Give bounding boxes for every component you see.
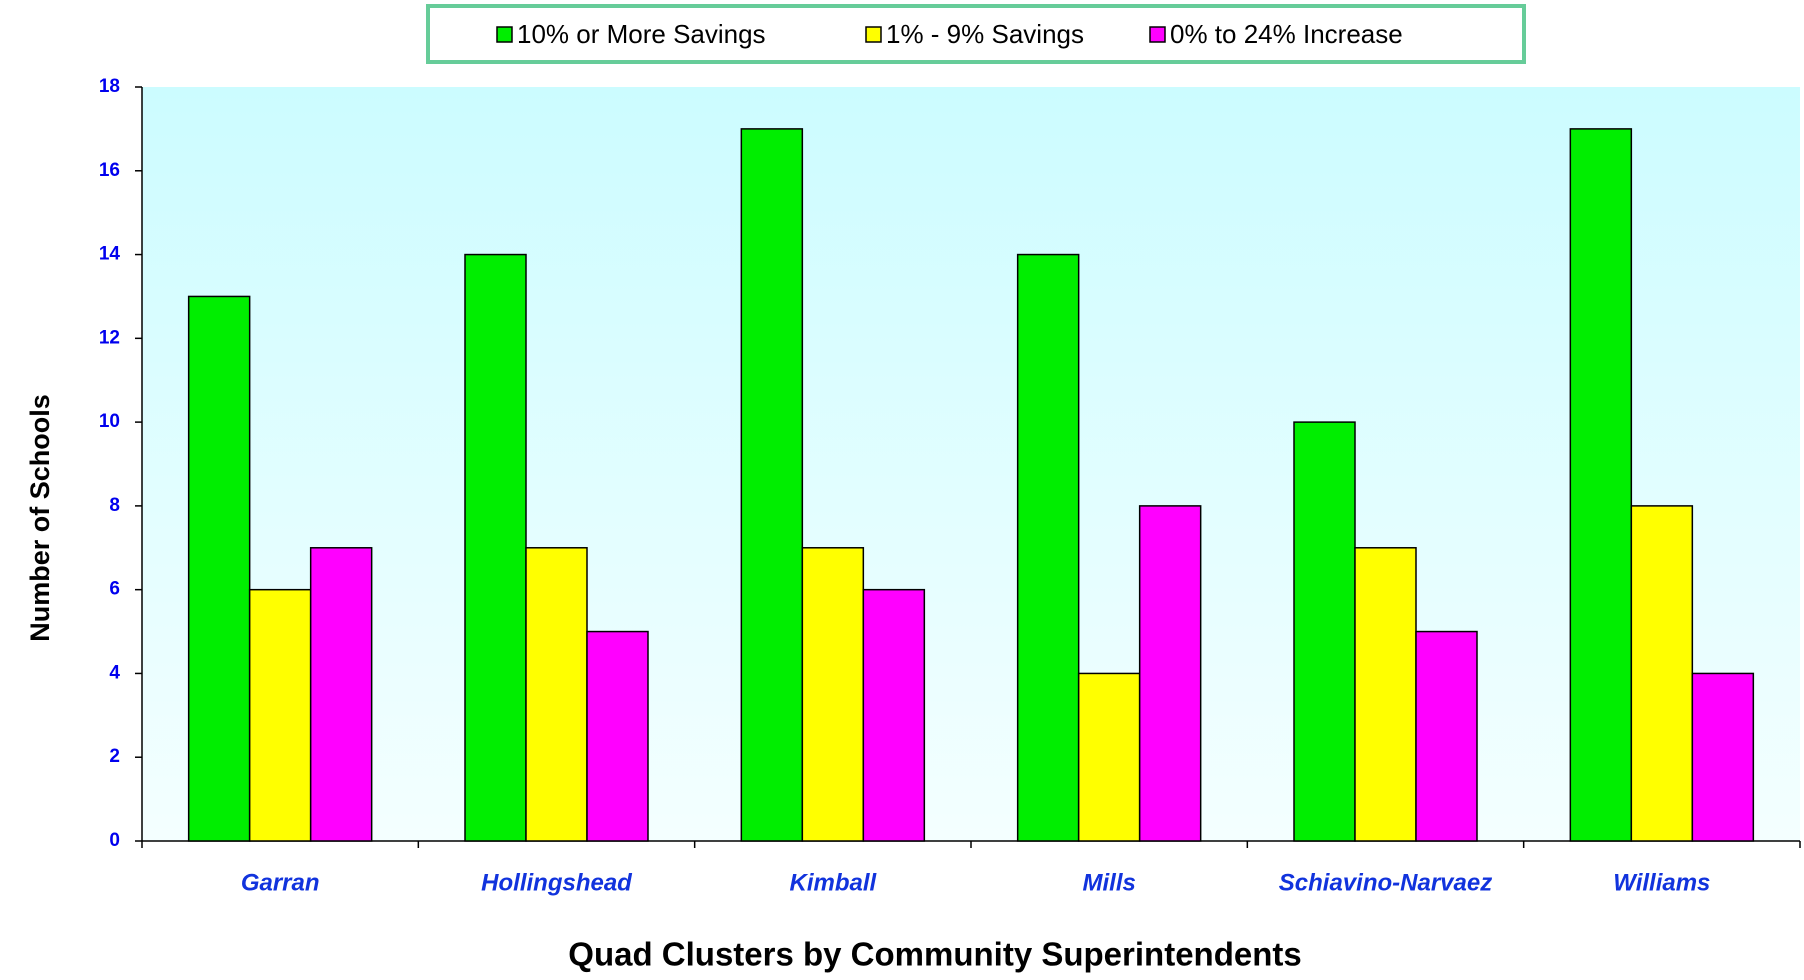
y-tick-label: 18 <box>99 76 120 97</box>
legend-swatch <box>496 26 513 43</box>
bar <box>464 253 527 842</box>
bar <box>1138 505 1202 842</box>
legend-label: 10% or More Savings <box>517 19 766 49</box>
x-tick-label: Kimball <box>789 869 877 896</box>
y-tick-label: 4 <box>109 662 120 683</box>
bar <box>1354 547 1417 842</box>
bar <box>309 547 373 842</box>
bar <box>862 588 926 842</box>
y-tick-label: 8 <box>109 495 120 516</box>
y-tick-label: 14 <box>99 244 121 265</box>
x-tick-label: Schiavino-Narvaez <box>1279 869 1492 896</box>
bar <box>740 128 804 842</box>
bar <box>1016 253 1080 842</box>
bar <box>1691 672 1755 842</box>
bar <box>525 547 588 842</box>
bar <box>1077 672 1141 842</box>
legend-label: 0% to 24% Increase <box>1170 19 1403 49</box>
bar <box>1293 421 1356 842</box>
legend-swatch <box>865 26 882 43</box>
legend-swatch <box>1149 26 1166 43</box>
x-axis-title: Quad Clusters by Community Superintenden… <box>568 936 1301 973</box>
y-tick-label: 2 <box>109 746 120 767</box>
legend-box <box>426 4 1526 64</box>
plot-area <box>142 87 1800 841</box>
bar <box>248 588 312 842</box>
y-tick-label: 6 <box>109 579 120 600</box>
y-tick-label: 16 <box>99 160 120 181</box>
y-axis-title: Number of Schools <box>25 394 55 642</box>
x-tick-label: Mills <box>1082 869 1135 896</box>
bar <box>1569 128 1633 842</box>
bar <box>187 295 251 842</box>
y-tick-label: 10 <box>99 411 120 432</box>
y-tick-label: 12 <box>99 327 120 348</box>
x-tick-label: Garran <box>241 869 320 896</box>
bar <box>1630 505 1694 842</box>
bar <box>801 547 865 842</box>
x-tick-label: Hollingshead <box>481 869 633 896</box>
bar <box>586 630 649 842</box>
bar <box>1415 630 1478 842</box>
legend-label: 1% - 9% Savings <box>886 19 1084 49</box>
x-tick-label: Williams <box>1613 869 1710 896</box>
y-tick-label: 0 <box>109 830 120 851</box>
